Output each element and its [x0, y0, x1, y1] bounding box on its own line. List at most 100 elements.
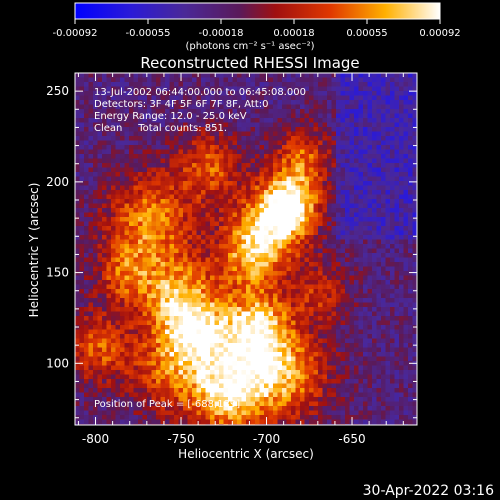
heatmap-cell — [160, 239, 166, 245]
heatmap-cell — [97, 280, 103, 285]
heatmap-cell — [129, 235, 134, 240]
heatmap-cell — [210, 118, 215, 123]
heatmap-cell — [286, 307, 292, 312]
heatmap-cell — [390, 140, 395, 146]
heatmap-cell — [165, 95, 170, 101]
heatmap-cell — [84, 356, 89, 362]
heatmap-cell — [165, 320, 170, 326]
heatmap-cell — [309, 136, 314, 141]
heatmap-cell — [75, 194, 80, 200]
heatmap-cell — [102, 122, 107, 128]
heatmap-cell — [286, 235, 292, 240]
heatmap-cell — [237, 343, 242, 348]
heatmap-cell — [268, 302, 274, 308]
heatmap-cell — [331, 172, 337, 177]
heatmap-cell — [133, 154, 139, 159]
heatmap-cell — [390, 77, 395, 83]
heatmap-cell — [165, 203, 170, 209]
heatmap-cell — [390, 284, 395, 290]
heatmap-cell — [255, 230, 260, 236]
heatmap-cell — [133, 347, 139, 353]
heatmap-cell — [372, 167, 377, 173]
heatmap-cell — [372, 185, 377, 191]
heatmap-cell — [340, 325, 346, 330]
heatmap-cell — [291, 91, 296, 96]
heatmap-cell — [88, 185, 94, 191]
heatmap-cell — [138, 127, 143, 132]
heatmap-cell — [403, 100, 409, 105]
heatmap-cell — [295, 104, 301, 110]
heatmap-cell — [264, 122, 269, 128]
heatmap-cell — [84, 100, 89, 105]
heatmap-cell — [169, 91, 175, 96]
heatmap-cell — [129, 199, 134, 204]
heatmap-cell — [277, 194, 283, 200]
heatmap-cell — [372, 289, 377, 294]
heatmap-cell — [394, 352, 400, 357]
heatmap-cell — [331, 208, 337, 213]
heatmap-cell — [205, 275, 211, 281]
heatmap-cell — [372, 136, 377, 141]
heatmap-cell — [129, 334, 134, 339]
heatmap-cell — [286, 185, 292, 191]
heatmap-cell — [192, 217, 197, 222]
heatmap-cell — [219, 140, 224, 146]
heatmap-cell — [151, 248, 157, 254]
heatmap-cell — [304, 302, 310, 308]
heatmap-cell — [399, 253, 404, 258]
heatmap-cell — [97, 257, 103, 263]
heatmap-cell — [313, 95, 319, 101]
heatmap-cell — [246, 338, 251, 344]
heatmap-cell — [273, 226, 278, 231]
heatmap-cell — [336, 338, 341, 344]
heatmap-cell — [331, 262, 337, 267]
heatmap-cell — [187, 113, 193, 119]
heatmap-cell — [250, 73, 256, 78]
heatmap-cell — [336, 194, 341, 200]
heatmap-cell — [246, 230, 251, 236]
heatmap-cell — [295, 100, 301, 105]
heatmap-cell — [165, 82, 170, 87]
heatmap-cell — [223, 230, 229, 236]
heatmap-cell — [349, 109, 355, 114]
heatmap-cell — [147, 145, 152, 150]
heatmap-cell — [372, 82, 377, 87]
heatmap-cell — [358, 118, 364, 123]
heatmap-cell — [102, 338, 107, 344]
heatmap-cell — [331, 325, 337, 330]
heatmap-cell — [169, 86, 175, 92]
heatmap-cell — [237, 347, 242, 353]
heatmap-cell — [232, 208, 238, 213]
heatmap-cell — [79, 226, 85, 231]
heatmap-cell — [187, 316, 193, 321]
heatmap-cell — [358, 199, 364, 204]
heatmap-cell — [345, 149, 350, 155]
heatmap-cell — [340, 194, 346, 200]
heatmap-cell — [354, 172, 359, 177]
heatmap-cell — [115, 95, 121, 101]
heatmap-cell — [241, 271, 247, 276]
heatmap-cell — [129, 325, 134, 330]
heatmap-cell — [390, 298, 395, 303]
heatmap-cell — [295, 311, 301, 317]
heatmap-cell — [264, 266, 269, 272]
heatmap-cell — [363, 244, 368, 249]
heatmap-cell — [345, 140, 350, 146]
heatmap-cell — [97, 356, 103, 362]
heatmap-cell — [286, 158, 292, 164]
heatmap-cell — [363, 248, 368, 254]
heatmap-cell — [79, 365, 85, 371]
heatmap-cell — [223, 226, 229, 231]
heatmap-cell — [300, 104, 305, 110]
heatmap-cell — [232, 275, 238, 281]
heatmap-cell — [160, 73, 166, 78]
heatmap-cell — [138, 262, 143, 267]
heatmap-cell — [394, 100, 400, 105]
heatmap-cell — [345, 91, 350, 96]
heatmap-cell — [138, 217, 143, 222]
heatmap-cell — [97, 275, 103, 281]
heatmap-cell — [120, 145, 125, 150]
heatmap-cell — [358, 154, 364, 159]
heatmap-cell — [408, 284, 413, 290]
heatmap-cell — [102, 226, 107, 231]
